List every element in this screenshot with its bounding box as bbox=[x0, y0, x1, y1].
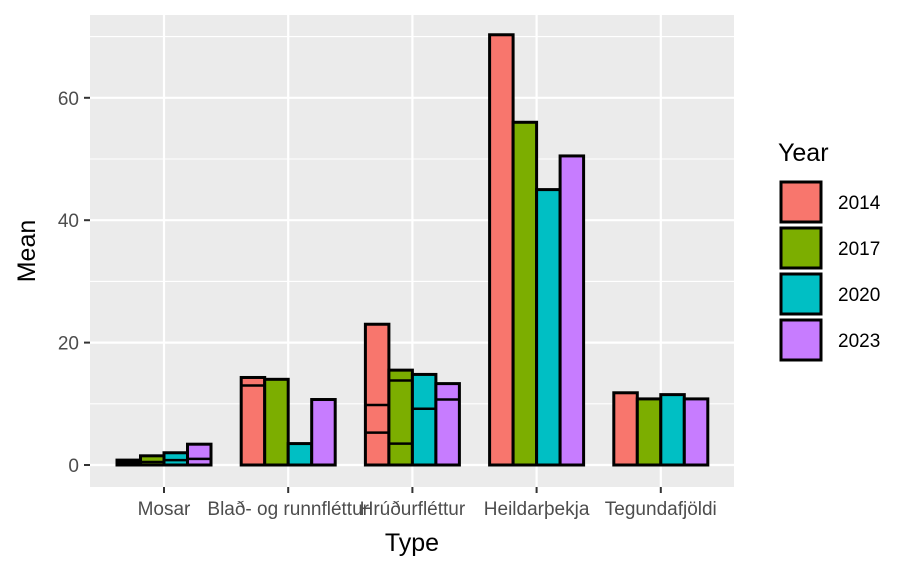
legend-label-2023: 2023 bbox=[838, 331, 880, 352]
bar-2020 bbox=[659, 393, 686, 467]
bar-2014 bbox=[488, 33, 515, 467]
x-axis-title: Type bbox=[385, 529, 439, 557]
bar-2017 bbox=[263, 377, 290, 467]
legend-title: Year bbox=[778, 139, 829, 167]
legend-key-2017 bbox=[779, 226, 823, 270]
y-axis-title: Mean bbox=[13, 220, 41, 283]
x-tick-label: Heildarþekja bbox=[484, 499, 590, 520]
bar-2020 bbox=[535, 188, 562, 467]
y-axis: 0 20 40 60 bbox=[58, 89, 90, 477]
bar-2017 bbox=[635, 397, 663, 467]
legend-key-2023 bbox=[779, 318, 823, 362]
y-tick-label: 0 bbox=[68, 456, 79, 477]
bar-2023 bbox=[434, 382, 461, 467]
bar-2014 bbox=[612, 391, 639, 467]
y-tick-label: 60 bbox=[58, 89, 79, 110]
bar-2014 bbox=[363, 322, 391, 467]
y-tick-label: 40 bbox=[58, 211, 79, 232]
legend: Year 2014 2017 2020 2023 bbox=[778, 139, 881, 362]
legend-key-2020 bbox=[779, 272, 823, 316]
bar-2023 bbox=[558, 154, 586, 467]
x-tick-label: Blað- og runnfléttur bbox=[207, 499, 369, 520]
bar-2020 bbox=[410, 372, 438, 467]
legend-label-2014: 2014 bbox=[838, 193, 881, 214]
bars bbox=[115, 33, 710, 467]
legend-label-2020: 2020 bbox=[838, 285, 880, 306]
x-tick-label: Tegundafjöldi bbox=[605, 499, 717, 520]
bar-2023 bbox=[186, 442, 213, 467]
bar-2017 bbox=[511, 120, 539, 467]
x-tick-label: Hrúðurfléttur bbox=[360, 499, 466, 520]
bar-2014 bbox=[239, 375, 267, 467]
bar-2017 bbox=[139, 454, 166, 467]
bar-2017 bbox=[387, 368, 414, 467]
y-tick-label: 20 bbox=[58, 334, 79, 355]
legend-key-2014 bbox=[779, 180, 823, 224]
x-tick-label: Mosar bbox=[138, 499, 191, 520]
bar-2023 bbox=[310, 398, 337, 467]
bar-2020 bbox=[286, 442, 314, 467]
bar-2023 bbox=[682, 397, 710, 467]
legend-label-2017: 2017 bbox=[838, 239, 880, 260]
